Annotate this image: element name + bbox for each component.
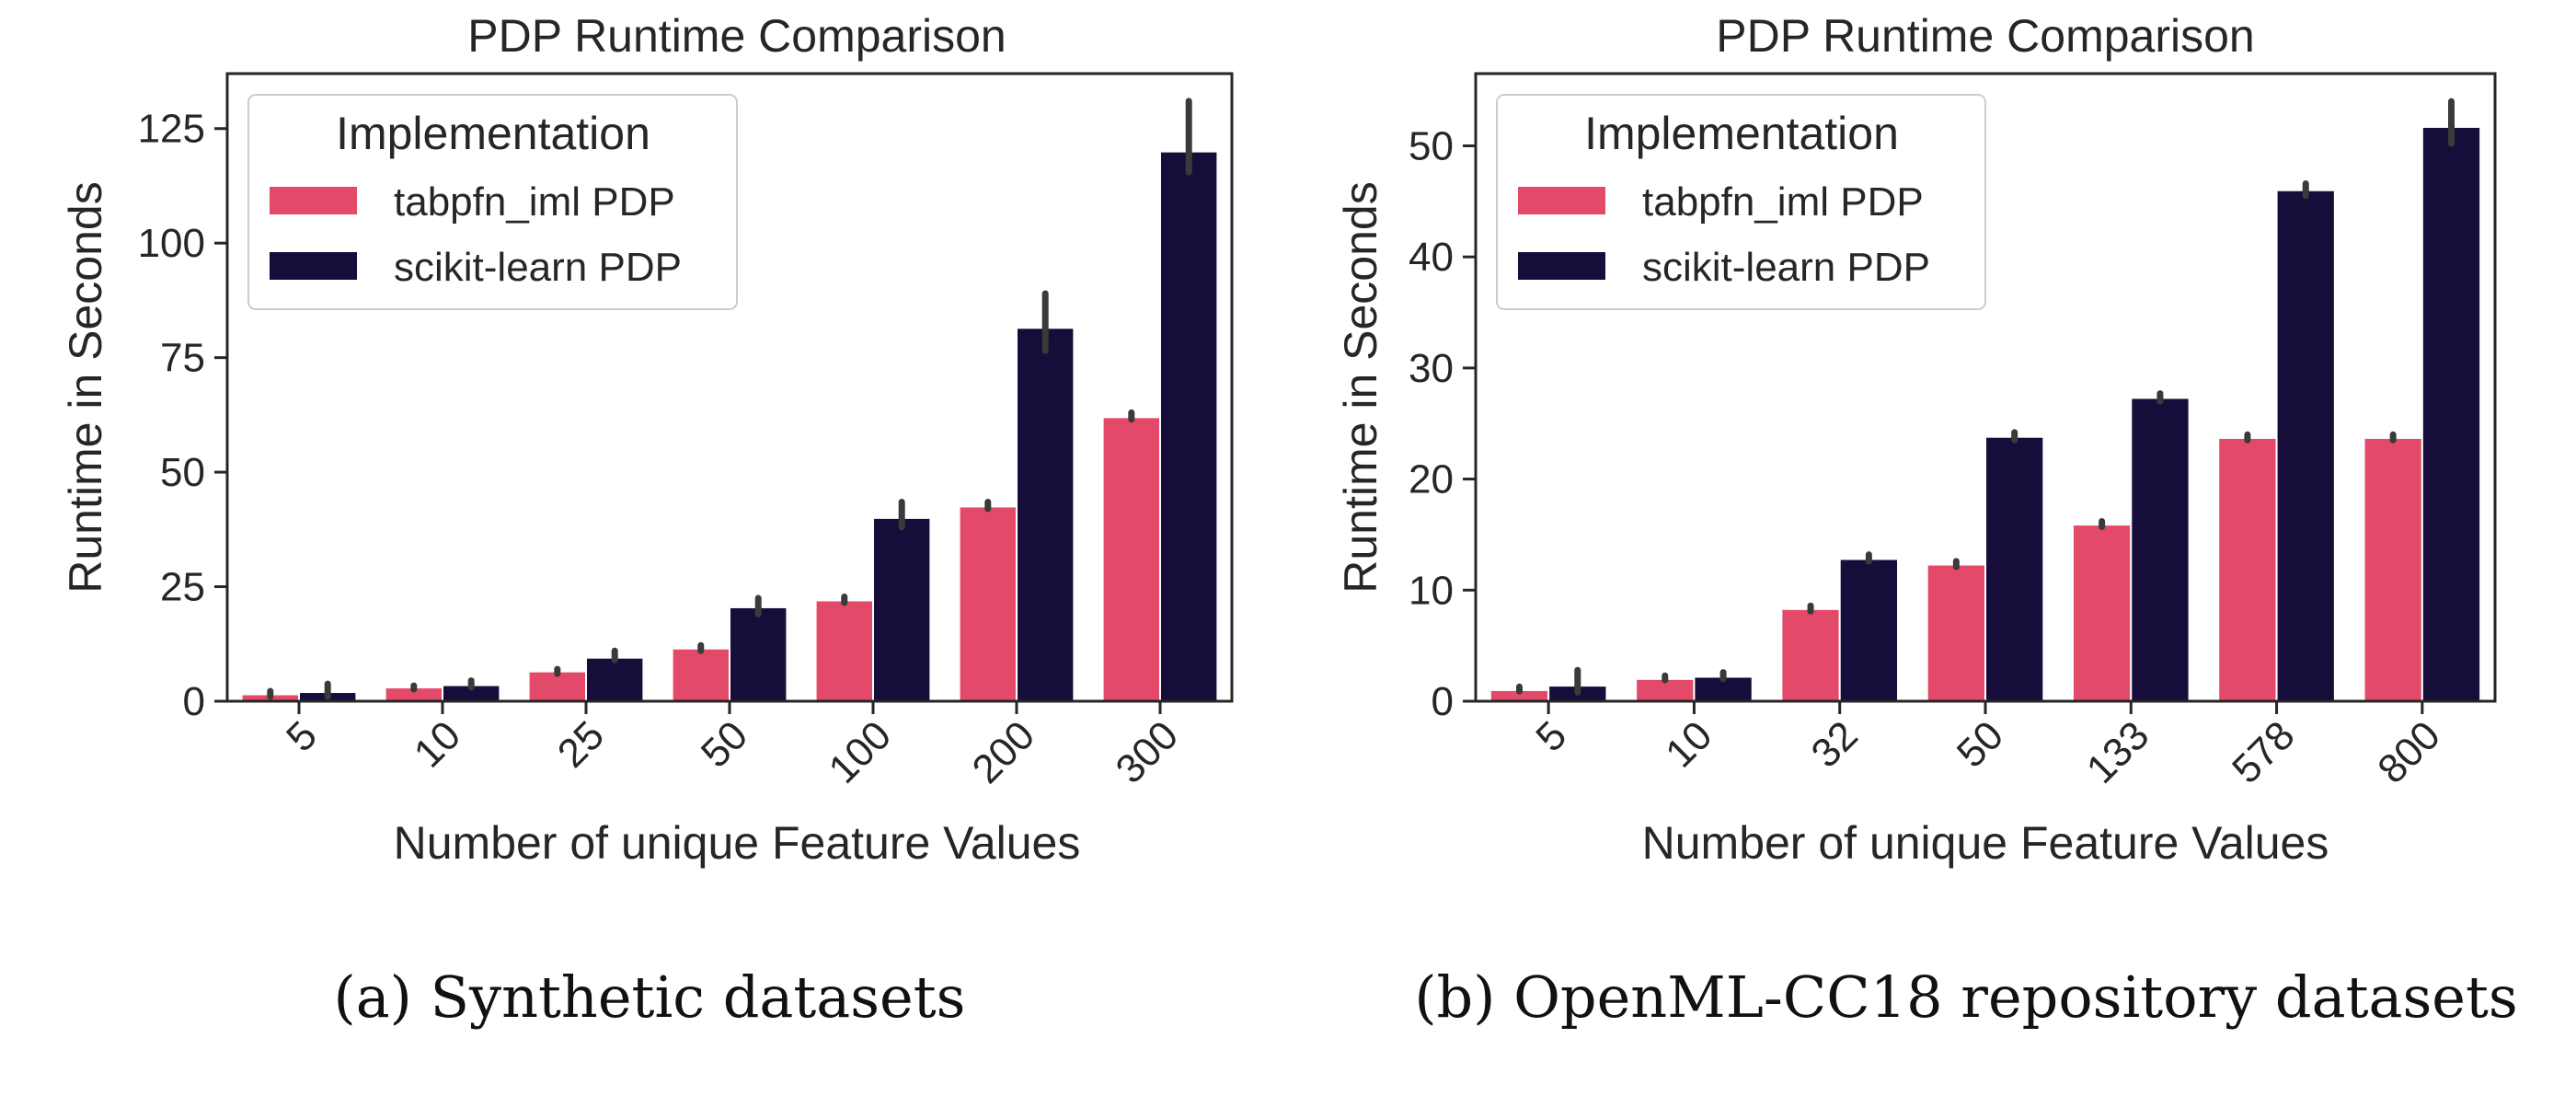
- legend-label-sklearn: scikit-learn PDP: [394, 245, 682, 290]
- x-tick-label: 200: [964, 712, 1044, 792]
- bar-tabpfn: [1780, 607, 1841, 702]
- caption-b: (b) OpenML-CC18 repository datasets: [1414, 963, 2517, 1031]
- chart-title: PDP Runtime Comparison: [1716, 10, 2254, 62]
- bar-group: [1489, 125, 2482, 703]
- bar-tabpfn: [2363, 436, 2423, 702]
- y-tick-label: 0: [1432, 679, 1454, 724]
- y-tick-label: 10: [1409, 568, 1454, 613]
- legend-swatch-tabpfn: [270, 187, 357, 214]
- legend: Implementation tabpfn_iml PDP scikit-lea…: [247, 94, 738, 310]
- y-tick-label: 40: [1409, 235, 1454, 280]
- caption-a: (a) Synthetic datasets: [334, 963, 966, 1031]
- x-tick-label: 300: [1108, 712, 1188, 792]
- y-tick-label: 75: [160, 336, 205, 381]
- bar-sklearn: [1984, 435, 2045, 702]
- errorbar-group: [1515, 98, 2455, 696]
- y-tick-label: 125: [138, 107, 205, 152]
- legend-label-tabpfn: tabpfn_iml PDP: [1642, 179, 1924, 225]
- y-axis-label: Runtime in Seconds: [1335, 181, 1386, 593]
- bar-sklearn: [1159, 150, 1219, 702]
- bar-tabpfn: [2217, 436, 2278, 702]
- y-tick-label: 0: [183, 679, 205, 724]
- bar-tabpfn: [671, 647, 730, 703]
- x-axis-ticks: 5 10 32 50 133 578 800: [1527, 701, 2449, 792]
- bar-sklearn: [2130, 397, 2191, 702]
- chart-panel-openml: PDP Runtime Comparison Runtime in Second…: [1335, 10, 2497, 869]
- bar-tabpfn: [2071, 524, 2133, 702]
- chart-title: PDP Runtime Comparison: [467, 10, 1006, 62]
- bar-sklearn: [2421, 125, 2482, 702]
- bar-sklearn: [729, 606, 788, 703]
- bar-group: [240, 150, 1219, 703]
- legend-label-tabpfn: tabpfn_iml PDP: [394, 179, 675, 225]
- x-tick-label: 5: [278, 712, 326, 760]
- y-tick-label: 30: [1409, 346, 1454, 391]
- y-tick-label: 50: [160, 450, 205, 495]
- y-tick-label: 50: [1409, 123, 1454, 168]
- x-tick-label: 5: [1527, 712, 1575, 760]
- y-tick-label: 20: [1409, 457, 1454, 502]
- bar-tabpfn: [1101, 416, 1161, 702]
- legend-swatch-sklearn: [270, 252, 357, 280]
- x-axis-ticks: 5 10 25 50 100 200 300: [278, 701, 1187, 792]
- x-tick-label: 133: [2078, 712, 2158, 792]
- x-tick-label: 10: [1657, 712, 1720, 776]
- plot-frame: [225, 72, 1234, 703]
- bar-sklearn: [1838, 558, 1900, 703]
- bar-sklearn: [1016, 327, 1075, 702]
- bar-sklearn: [585, 656, 645, 702]
- plot-frame: [1474, 72, 2497, 703]
- x-tick-label: 32: [1803, 712, 1867, 776]
- x-tick-label: 578: [2224, 712, 2304, 792]
- x-axis-label: Number of unique Feature Values: [394, 817, 1081, 869]
- y-axis-label: Runtime in Seconds: [60, 181, 111, 593]
- legend-box: [1496, 94, 1986, 310]
- bar-sklearn: [872, 516, 932, 702]
- legend-label-sklearn: scikit-learn PDP: [1642, 245, 1930, 290]
- legend-box: [247, 94, 738, 310]
- y-axis-ticks: 0 10 20 30 40 50: [1409, 123, 1476, 724]
- x-tick-label: 50: [693, 712, 756, 776]
- x-tick-label: 100: [821, 712, 901, 792]
- legend-swatch-tabpfn: [1518, 187, 1605, 214]
- bar-tabpfn: [814, 599, 874, 702]
- errorbar-group: [267, 98, 1192, 700]
- y-tick-label: 25: [160, 565, 205, 610]
- y-tick-label: 100: [138, 221, 205, 266]
- y-axis-ticks: 0 25 50 75 100 125: [138, 107, 227, 724]
- legend-swatch-sklearn: [1518, 252, 1605, 280]
- x-axis-label: Number of unique Feature Values: [1642, 817, 2329, 869]
- legend: Implementation tabpfn_iml PDP scikit-lea…: [1496, 94, 1986, 310]
- bar-tabpfn: [958, 505, 1018, 702]
- x-tick-label: 10: [406, 712, 469, 776]
- bar-tabpfn: [1926, 563, 1987, 702]
- chart-panel-synthetic: PDP Runtime Comparison Runtime in Second…: [60, 10, 1234, 869]
- x-tick-label: 800: [2369, 712, 2449, 792]
- legend-title: Implementation: [1584, 108, 1899, 159]
- bar-sklearn: [2275, 189, 2336, 703]
- x-tick-label: 25: [549, 712, 613, 776]
- x-tick-label: 50: [1949, 712, 2012, 776]
- legend-title: Implementation: [336, 108, 650, 159]
